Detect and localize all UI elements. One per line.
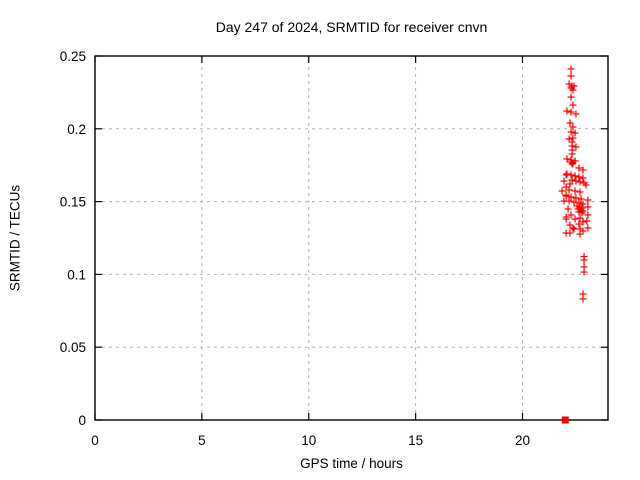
x-axis-label: GPS time / hours bbox=[300, 456, 403, 471]
data-point-square bbox=[561, 416, 569, 424]
x-tick-label: 10 bbox=[301, 433, 316, 448]
x-tick-label: 15 bbox=[408, 433, 423, 448]
y-tick-label: 0.2 bbox=[67, 122, 86, 137]
chart-title: Day 247 of 2024, SRMTID for receiver cnv… bbox=[215, 19, 488, 35]
x-tick-label: 5 bbox=[198, 433, 206, 448]
y-tick-label: 0.15 bbox=[60, 195, 86, 210]
x-tick-label: 0 bbox=[91, 433, 99, 448]
y-tick-label: 0 bbox=[78, 413, 86, 428]
y-tick-label: 0.25 bbox=[60, 49, 86, 64]
plot-border bbox=[94, 55, 609, 421]
y-tick-label: 0.1 bbox=[67, 267, 86, 282]
x-tick-label: 20 bbox=[515, 433, 530, 448]
y-tick-label: 0.05 bbox=[60, 340, 86, 355]
